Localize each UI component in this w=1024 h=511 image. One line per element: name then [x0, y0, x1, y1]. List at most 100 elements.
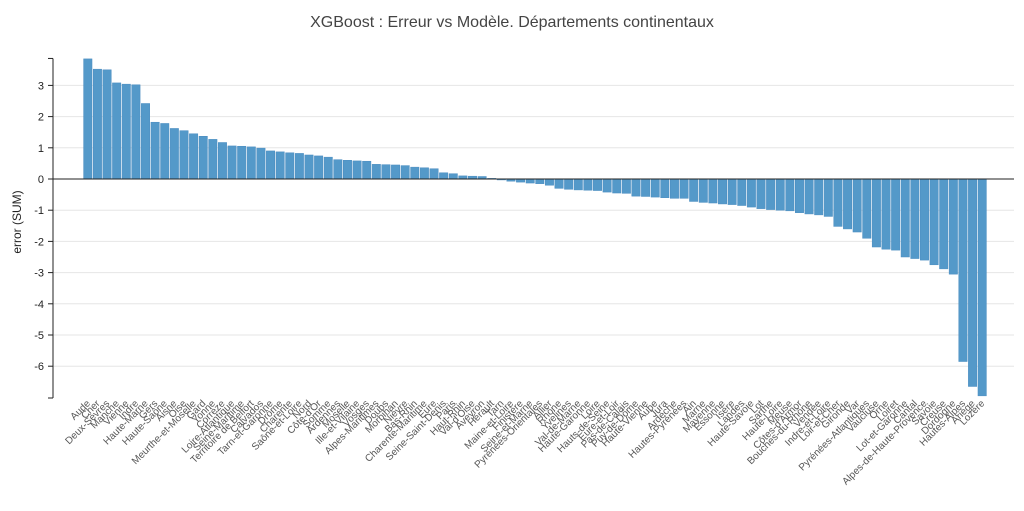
bar	[862, 178, 872, 239]
bar	[977, 178, 987, 397]
bar	[948, 178, 958, 275]
bar	[756, 178, 766, 209]
bar	[198, 136, 208, 180]
bar	[448, 173, 458, 180]
axes	[48, 57, 1014, 399]
bar	[602, 178, 612, 193]
y-tick-label: -6	[34, 361, 44, 373]
bar	[141, 103, 150, 180]
bar	[669, 178, 679, 199]
y-tick-label: -3	[34, 268, 44, 280]
bar	[631, 178, 641, 197]
bar	[217, 142, 227, 180]
bar	[727, 178, 737, 205]
bar	[583, 178, 593, 191]
bar	[535, 178, 545, 184]
bar	[525, 178, 535, 184]
bar	[939, 178, 949, 270]
bar	[852, 178, 862, 233]
bar	[208, 139, 218, 180]
bar	[785, 178, 795, 212]
bar	[275, 151, 285, 180]
bar	[612, 178, 622, 194]
bar	[112, 82, 122, 180]
bar	[266, 150, 275, 180]
bar	[843, 178, 853, 230]
bar	[83, 58, 93, 180]
bar	[910, 178, 920, 259]
y-tick-label: 3	[38, 80, 44, 92]
bar	[121, 83, 131, 180]
bar	[333, 159, 343, 180]
bar	[920, 178, 929, 261]
y-tick-label: 0	[38, 174, 44, 186]
bar	[593, 178, 602, 191]
bar	[102, 69, 112, 180]
bar	[650, 178, 660, 198]
bar	[689, 178, 699, 202]
bar	[131, 84, 141, 180]
bar	[371, 164, 381, 180]
bar	[343, 160, 352, 180]
bar	[621, 178, 631, 194]
bar	[900, 178, 910, 258]
bar	[256, 147, 266, 180]
y-tick-label: -4	[34, 299, 44, 311]
y-axis-label: error (SUM)	[10, 190, 24, 253]
bar	[92, 68, 102, 180]
bar	[929, 178, 939, 266]
y-tick-label: -2	[34, 236, 44, 248]
bar	[564, 178, 574, 190]
bar	[737, 178, 747, 206]
bar	[746, 178, 756, 208]
bar	[766, 178, 776, 210]
bar	[189, 133, 199, 180]
bar	[362, 160, 372, 180]
bar	[679, 178, 689, 199]
bar	[718, 178, 727, 205]
bar	[285, 152, 295, 180]
bar	[314, 155, 324, 180]
bar	[833, 178, 843, 227]
bar	[227, 145, 237, 180]
chart-title: XGBoost : Erreur vs Modèle. Départements…	[310, 14, 714, 31]
bar	[698, 178, 708, 203]
bar	[823, 178, 833, 217]
bar	[573, 178, 583, 191]
bar	[660, 178, 670, 198]
bar	[958, 178, 968, 362]
bar	[400, 165, 410, 180]
bar	[150, 121, 160, 180]
bar	[419, 167, 429, 180]
bar	[708, 178, 718, 204]
y-tick-labels: 3 2 1 0 -1 -2 -3 -4 -5 -6	[34, 80, 53, 373]
bar	[169, 128, 179, 180]
bar	[775, 178, 785, 211]
bar	[160, 123, 170, 180]
bar	[352, 160, 362, 180]
bar	[391, 164, 401, 180]
bar	[304, 154, 314, 180]
bar	[294, 153, 304, 180]
bar	[439, 172, 449, 180]
bar	[429, 168, 439, 180]
bar	[237, 145, 247, 180]
y-tick-label: 1	[38, 143, 44, 155]
bar	[641, 178, 651, 197]
bar	[544, 178, 554, 186]
bar	[891, 178, 901, 251]
bar	[881, 178, 891, 250]
y-tick-label: -5	[34, 330, 44, 342]
bar	[968, 178, 978, 387]
bar	[871, 178, 881, 248]
bars	[83, 58, 987, 397]
bar	[804, 178, 814, 215]
bar	[554, 178, 564, 189]
bar	[323, 156, 333, 180]
y-tick-label: 2	[38, 112, 44, 124]
bar	[410, 166, 420, 180]
bar	[179, 130, 189, 180]
bar	[246, 146, 256, 180]
x-tick-labels: AudeCherDeux-SèvresMancheVienneIndreHaut…	[64, 398, 988, 488]
